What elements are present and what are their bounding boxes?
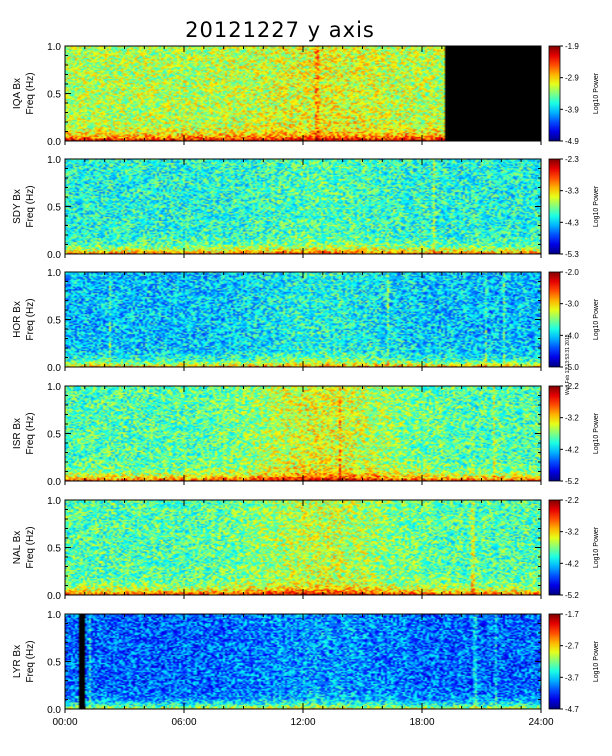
colorbar-tick-label: -3.0 <box>565 300 579 309</box>
colorbar-label: Log10 Power <box>593 185 600 227</box>
panel-isr: 0.0 0.5 1.0 ISR Bx Freq (Hz) -2.2 -3.2 -4.2 -5.2… <box>12 382 600 488</box>
colorbar-label: Log10 Power <box>593 640 600 682</box>
y-tick-label: 1.0 <box>47 382 61 393</box>
panel-iqa: 0.0 0.5 1.0 IQA Bx Freq (Hz) -1.9 -2.9 -3.9 -4.9… <box>12 42 600 148</box>
y-tick-label: 0.0 <box>47 363 61 374</box>
spectrogram-image <box>65 614 541 709</box>
colorbar-tick-label: -2.7 <box>565 642 579 651</box>
colorbar-tick-label: -3.2 <box>565 414 579 423</box>
colorbar-tick-label: -3.7 <box>565 673 579 682</box>
y-tick-label: 1.0 <box>47 610 61 621</box>
colorbar-label: Log10 Power <box>593 298 600 340</box>
colorbar-tick-label: -5.2 <box>565 477 579 486</box>
spectrogram-image <box>65 159 541 254</box>
y-axis-label: Freq (Hz) <box>25 412 36 454</box>
colorbar <box>548 158 561 255</box>
colorbar-tick-label: -2.0 <box>565 268 579 277</box>
x-tick-label: 18:00 <box>409 717 434 728</box>
y-axis-label: Freq (Hz) <box>25 526 36 568</box>
colorbar-tick-label: -1.7 <box>565 610 579 619</box>
x-tick-label: 24:00 <box>528 717 553 728</box>
x-tick-label: 12:00 <box>290 717 315 728</box>
colorbar-tick-label: -3.9 <box>565 105 579 114</box>
y-tick-label: 0.5 <box>47 203 61 214</box>
station-label: IQA Bx <box>12 78 23 109</box>
y-axis-label: Freq (Hz) <box>25 185 36 227</box>
station-label: SDY Bx <box>12 189 23 224</box>
y-tick-label: 1.0 <box>47 42 61 53</box>
y-tick-label: 0.5 <box>47 544 61 555</box>
y-tick-label: 0.5 <box>47 90 61 101</box>
page-title: 20121227 y axis <box>185 18 375 42</box>
colorbar-tick-label: -5.3 <box>565 250 579 259</box>
colorbar-tick-label: -4.7 <box>565 705 579 714</box>
colorbar <box>548 45 561 142</box>
y-tick-label: 0.5 <box>47 430 61 441</box>
station-label: NAL Bx <box>12 531 23 565</box>
colorbar-label: Log10 Power <box>593 412 600 454</box>
station-label: ISR Bx <box>12 418 23 449</box>
colorbar-tick-label: -4.2 <box>565 445 579 454</box>
y-tick-label: 1.0 <box>47 155 61 166</box>
y-tick-label: 0.0 <box>47 705 61 716</box>
colorbar-tick-label: -4.2 <box>565 559 579 568</box>
colorbar-tick-label: -2.3 <box>565 155 579 164</box>
x-tick-label: 00:00 <box>52 717 77 728</box>
colorbar-tick-label: -5.2 <box>565 591 579 600</box>
y-tick-label: 0.0 <box>47 477 61 488</box>
colorbar-tick-label: -3.2 <box>565 528 579 537</box>
colorbar <box>548 385 561 482</box>
spectrogram-image <box>65 272 541 367</box>
panel-sdy: 0.0 0.5 1.0 SDY Bx Freq (Hz) -2.3 -3.3 -4.3 -5.3… <box>12 155 600 261</box>
y-axis-label: Freq (Hz) <box>25 298 36 340</box>
colorbar-tick-label: -2.2 <box>565 382 579 391</box>
colorbar-tick-label: -5.0 <box>565 363 579 372</box>
y-tick-label: 1.0 <box>47 268 61 279</box>
spectrogram-image <box>65 46 541 141</box>
station-label: HOR Bx <box>12 301 23 338</box>
y-tick-label: 0.0 <box>47 137 61 148</box>
colorbar <box>548 499 561 596</box>
panel-hor: 0.0 0.5 1.0 HOR Bx Freq (Hz) -2.0 -3.0 -4.0 -5.0… <box>12 268 600 374</box>
colorbar-tick-label: -3.3 <box>565 187 579 196</box>
y-tick-label: 0.5 <box>47 316 61 327</box>
y-tick-label: 1.0 <box>47 496 61 507</box>
colorbar-tick-label: -2.9 <box>565 74 579 83</box>
station-label: LYR Bx <box>12 645 23 678</box>
y-tick-label: 0.0 <box>47 250 61 261</box>
y-axis-label: Freq (Hz) <box>25 72 36 114</box>
y-axis-label: Freq (Hz) <box>25 640 36 682</box>
colorbar-label: Log10 Power <box>593 526 600 568</box>
spectrogram-image <box>65 386 541 481</box>
y-tick-label: 0.5 <box>47 658 61 669</box>
colorbar-tick-label: -4.9 <box>565 137 579 146</box>
colorbar-tick-label: -4.3 <box>565 218 579 227</box>
spectrogram-image <box>65 500 541 595</box>
colorbar-label: Log10 Power <box>593 72 600 114</box>
colorbar-tick-label: -1.9 <box>565 42 579 51</box>
colorbar-tick-label: -2.2 <box>565 496 579 505</box>
colorbar <box>548 271 561 368</box>
panel-lyr: 0.0 0.5 1.0 LYR Bx Freq (Hz) -1.7 -2.7 -3.7 -4.7… <box>12 610 600 716</box>
timestamp-note: Wed Feb 13 13:53:31 2013 <box>565 334 571 395</box>
panel-nal: 0.0 0.5 1.0 NAL Bx Freq (Hz) -2.2 -3.2 -4.2 -5.2… <box>12 496 600 602</box>
x-tick-label: 06:00 <box>171 717 196 728</box>
colorbar-tick-label: -4.0 <box>565 331 579 340</box>
colorbar <box>548 613 561 710</box>
y-tick-label: 0.0 <box>47 591 61 602</box>
